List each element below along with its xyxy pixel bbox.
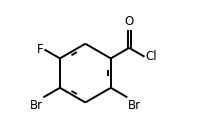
Text: Cl: Cl	[146, 50, 157, 63]
Text: F: F	[37, 43, 43, 56]
Text: O: O	[125, 15, 134, 28]
Text: Br: Br	[30, 99, 43, 112]
Text: Br: Br	[128, 99, 141, 112]
